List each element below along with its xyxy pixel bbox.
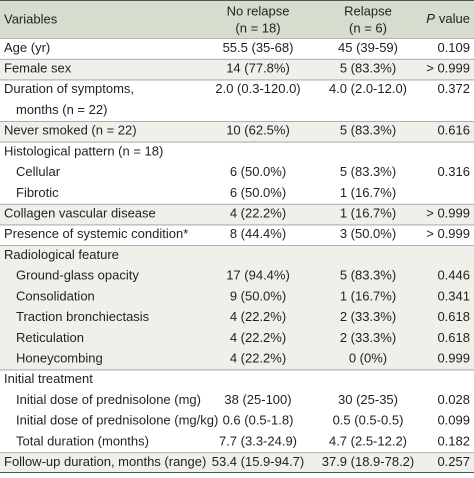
row-label: Honeycombing <box>16 351 103 366</box>
row-label: Age (yr) <box>4 40 50 55</box>
row-label: Initial treatment <box>4 371 93 386</box>
cell: 30 (25-35) <box>338 392 398 407</box>
cell: 4 (22.2%) <box>230 351 286 366</box>
row-label: Never smoked (n = 22) <box>4 123 137 138</box>
cell: 4 (22.2%) <box>230 309 286 324</box>
header-value: value <box>439 11 470 26</box>
cell: 0.616 <box>437 123 470 138</box>
header-variables: Variables <box>4 11 58 26</box>
row-label: Ground-glass opacity <box>16 268 139 283</box>
row-shade <box>0 203 474 225</box>
cell: 4 (22.2%) <box>230 206 286 221</box>
row-label: Reticulation <box>16 330 84 345</box>
cell: 0.341 <box>437 288 470 303</box>
cell: 1 (16.7%) <box>340 206 396 221</box>
cell: 6 (50.0%) <box>230 185 286 200</box>
cell: > 0.999 <box>426 206 470 221</box>
cell: 0 (0%) <box>349 351 387 366</box>
row-shade <box>0 452 474 473</box>
cell: 0.316 <box>437 164 470 179</box>
cell: 0.182 <box>437 433 470 448</box>
cell: 0.372 <box>437 81 470 96</box>
cell: 0.109 <box>437 40 470 55</box>
cell: 2 (33.3%) <box>340 309 396 324</box>
cell: 53.4 (15.9-94.7) <box>212 454 305 469</box>
cell: 0.446 <box>437 268 470 283</box>
cell: 5 (83.3%) <box>340 164 396 179</box>
row-label: Radiological feature <box>4 247 119 262</box>
cell: 1 (16.7%) <box>340 185 396 200</box>
header-relapse: Relapse <box>344 3 392 18</box>
row-label: Histological pattern (n = 18) <box>4 143 163 158</box>
cell: 8 (44.4%) <box>230 226 286 241</box>
row-label: Collagen vascular disease <box>4 206 156 221</box>
cell: 55.5 (35-68) <box>223 40 294 55</box>
cell: > 0.999 <box>426 61 470 76</box>
cell: 0.028 <box>437 392 470 407</box>
row-label: months (n = 22) <box>16 102 107 117</box>
row-label: Follow-up duration, months (range) <box>4 454 206 469</box>
cell: 0.099 <box>437 413 470 428</box>
row-label: Female sex <box>4 61 72 76</box>
cell: 0.5 (0.5-0.5) <box>333 413 404 428</box>
cell: 0.257 <box>437 454 470 469</box>
row-label: Consolidation <box>16 288 95 303</box>
row-label: Traction bronchiectasis <box>16 309 150 324</box>
cell: 5 (83.3%) <box>340 268 396 283</box>
row-shade <box>0 245 474 370</box>
cell: > 0.999 <box>426 226 470 241</box>
row-label: Cellular <box>16 164 61 179</box>
row-label: Initial dose of prednisolone (mg/kg) <box>16 413 218 428</box>
cell: 38 (25-100) <box>224 392 291 407</box>
row-label: Fibrotic <box>16 185 59 200</box>
cell: 4 (22.2%) <box>230 330 286 345</box>
row-shade <box>0 120 474 142</box>
cell: 2.0 (0.3-120.0) <box>215 81 300 96</box>
cell: 45 (39-59) <box>338 40 398 55</box>
cell: 10 (62.5%) <box>226 123 290 138</box>
cell: 14 (77.8%) <box>226 61 290 76</box>
cell: 0.6 (0.5-1.8) <box>223 413 294 428</box>
cell: 9 (50.0%) <box>230 288 286 303</box>
row-label: Initial dose of prednisolone (mg) <box>16 392 201 407</box>
cell: 5 (83.3%) <box>340 61 396 76</box>
cell: 2 (33.3%) <box>340 330 396 345</box>
header-no-relapse-n: (n = 18) <box>235 20 280 35</box>
cell: 0.618 <box>437 309 470 324</box>
cell: 7.7 (3.3-24.9) <box>219 433 297 448</box>
header-p: P <box>426 11 435 26</box>
row-label: Presence of systemic condition* <box>4 226 188 241</box>
header-no-relapse: No relapse <box>227 3 290 18</box>
row-label: Duration of symptoms, <box>4 81 134 96</box>
header-bg <box>0 0 474 38</box>
cell: 17 (94.4%) <box>226 268 290 283</box>
cell: 6 (50.0%) <box>230 164 286 179</box>
row-shade <box>0 58 474 80</box>
cell: 4.0 (2.0-12.0) <box>329 81 407 96</box>
row-label: Total duration (months) <box>16 433 149 448</box>
cell: 5 (83.3%) <box>340 123 396 138</box>
cell: 37.9 (18.9-78.2) <box>322 454 415 469</box>
cell: 4.7 (2.5-12.2) <box>329 433 407 448</box>
cell: 0.618 <box>437 330 470 345</box>
cell: 1 (16.7%) <box>340 288 396 303</box>
header-relapse-n: (n = 6) <box>349 20 387 35</box>
cell: 0.999 <box>437 351 470 366</box>
cell: 3 (50.0%) <box>340 226 396 241</box>
